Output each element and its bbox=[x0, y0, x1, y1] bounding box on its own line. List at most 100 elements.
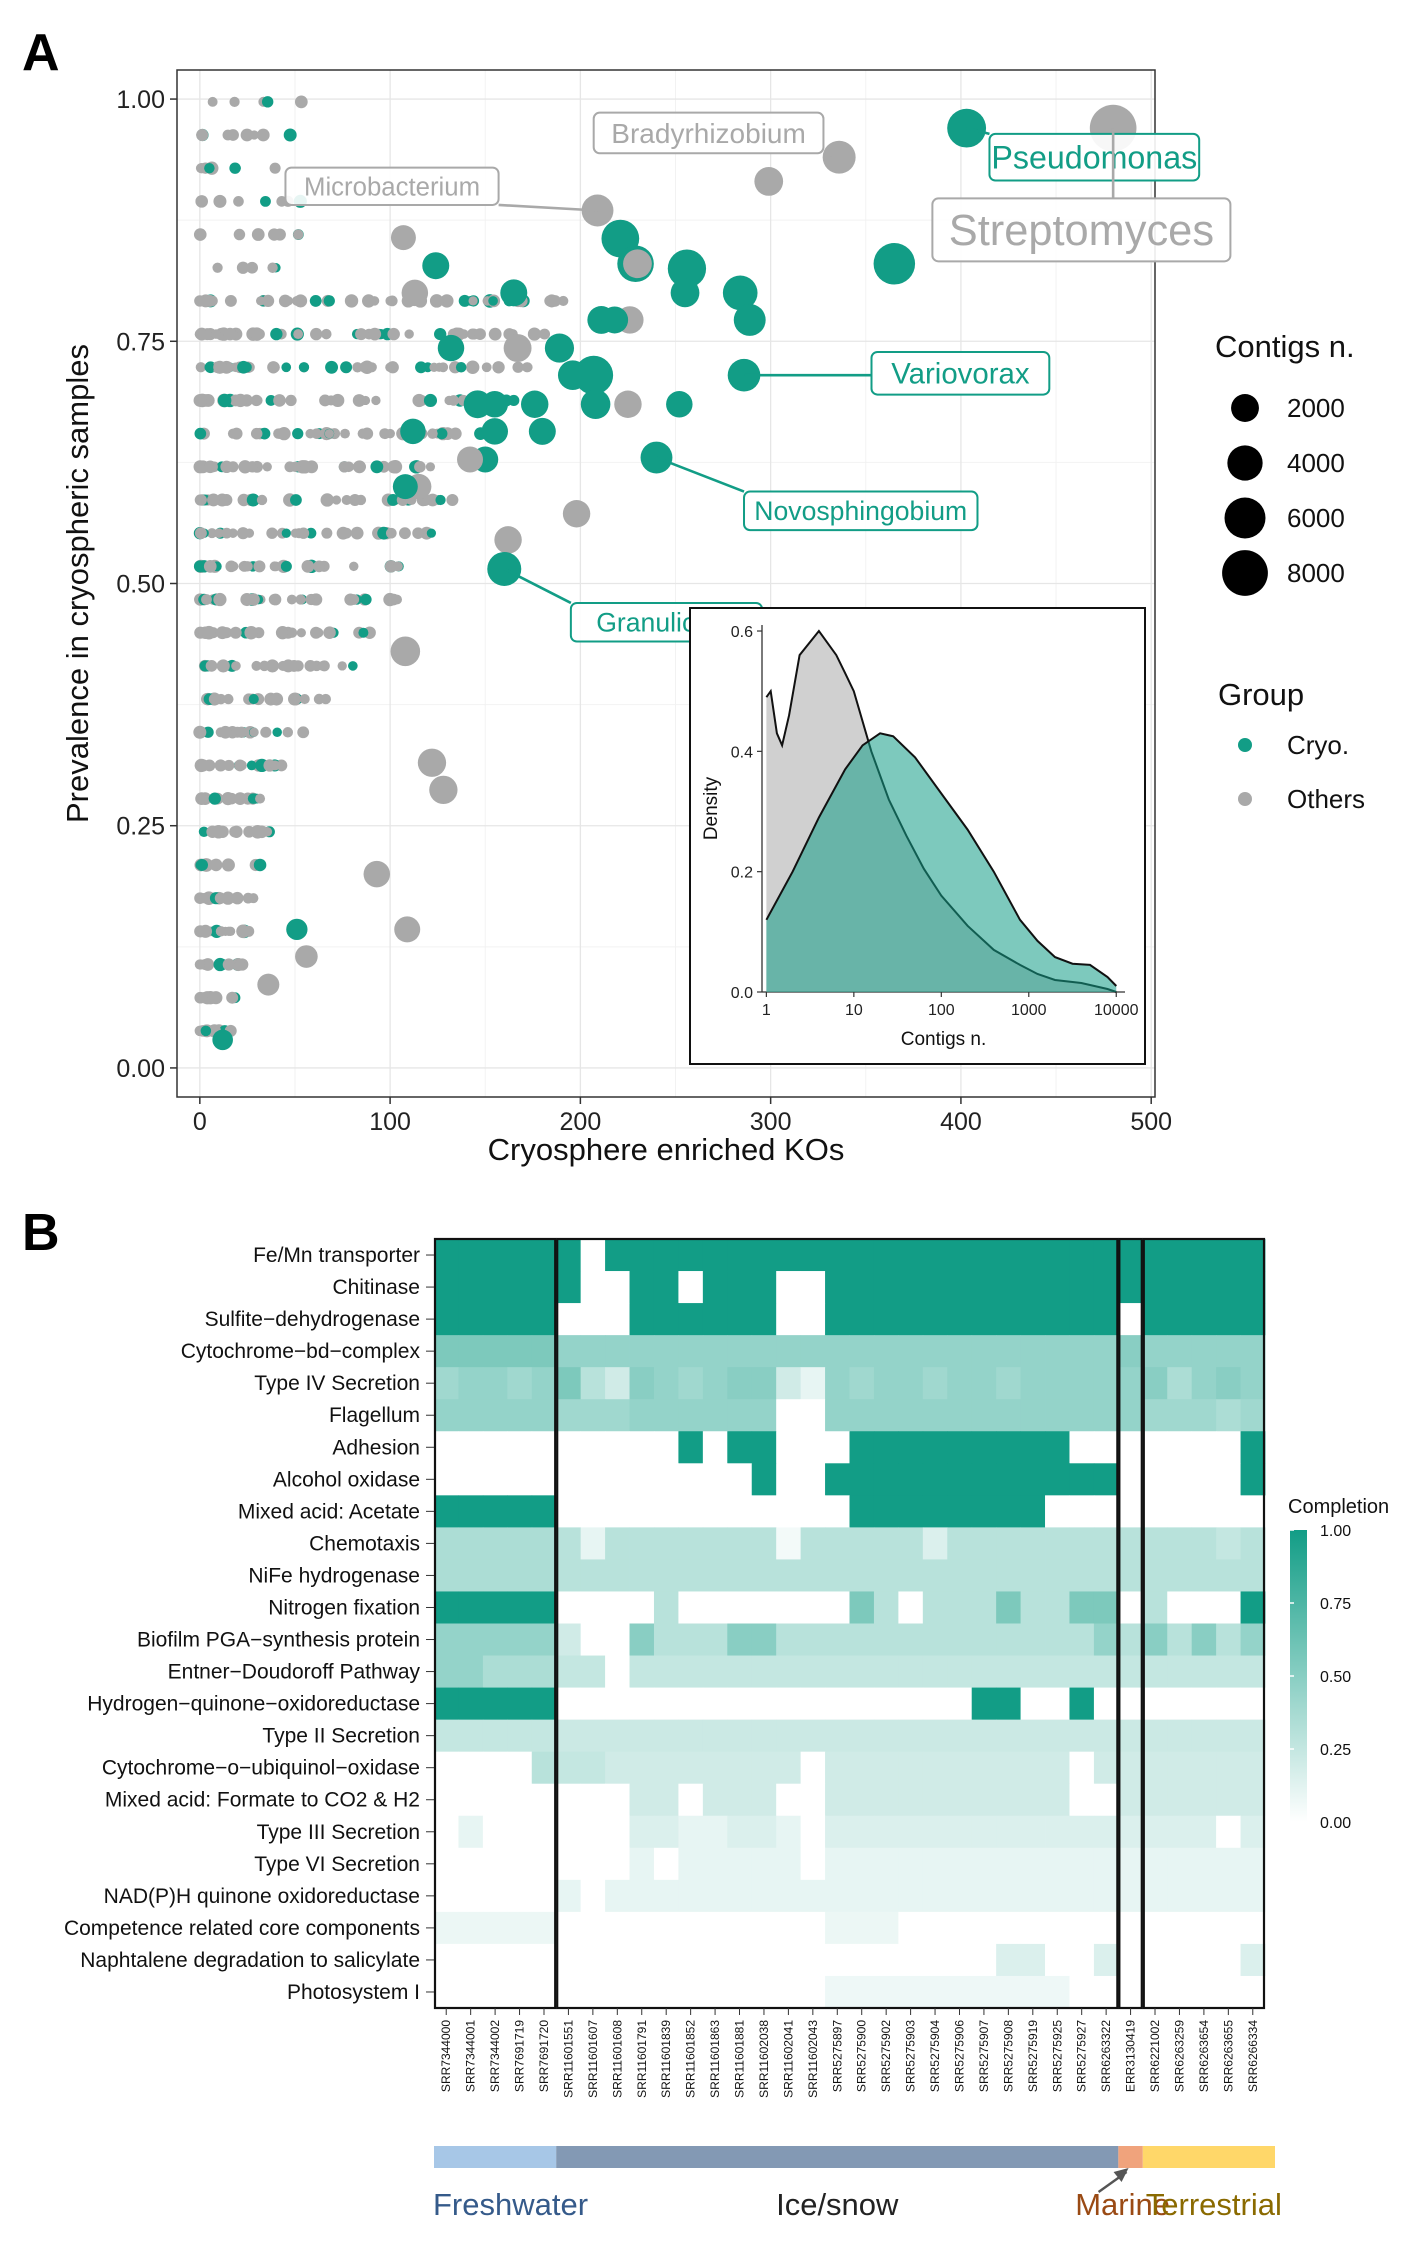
data-point bbox=[310, 327, 323, 341]
heatmap-cell bbox=[825, 1495, 850, 1528]
heatmap-cell bbox=[1240, 1303, 1266, 1336]
heatmap-cell bbox=[1167, 1399, 1193, 1432]
heatmap-cell bbox=[678, 1943, 704, 1977]
cryo-density-area bbox=[766, 733, 1117, 992]
point-label: Pseudomonas bbox=[991, 139, 1197, 175]
data-point bbox=[233, 393, 248, 408]
data-point bbox=[317, 661, 328, 671]
heatmap-cell bbox=[629, 1847, 655, 1881]
heatmap-cell bbox=[605, 1399, 630, 1432]
data-point bbox=[214, 892, 227, 904]
data-point bbox=[401, 279, 429, 307]
heatmap-cell bbox=[580, 1751, 606, 1785]
heatmap-cell bbox=[1045, 1431, 1070, 1464]
marine-arrow-head bbox=[1113, 2168, 1129, 2182]
heatmap-cell bbox=[1167, 1431, 1193, 1464]
heatmap-cell bbox=[580, 1783, 606, 1817]
data-point bbox=[393, 561, 403, 572]
heatmap-cell bbox=[605, 1655, 630, 1688]
data-point bbox=[667, 249, 707, 288]
data-point bbox=[273, 394, 286, 407]
heatmap-cell bbox=[922, 1879, 948, 1913]
heatmap-cell bbox=[1216, 1719, 1241, 1753]
data-point bbox=[426, 493, 440, 507]
heatmap-cell bbox=[1069, 1463, 1095, 1496]
heatmap-cell bbox=[531, 1431, 557, 1464]
data-point bbox=[549, 295, 561, 307]
heatmap-cell bbox=[727, 1463, 753, 1496]
heatmap-cell bbox=[1240, 1463, 1266, 1496]
heatmap-cell bbox=[1191, 1559, 1217, 1592]
group-bar-segment bbox=[556, 2146, 1119, 2168]
heatmap-cell bbox=[800, 1975, 826, 2009]
data-point bbox=[305, 594, 315, 605]
heatmap-cell bbox=[776, 1591, 802, 1624]
heatmap-cell bbox=[800, 1847, 826, 1881]
heatmap-cell bbox=[556, 1303, 582, 1336]
data-point bbox=[213, 957, 227, 972]
heatmap-cell bbox=[971, 1239, 997, 1272]
heatmap-cell bbox=[898, 1943, 924, 1977]
heatmap-cell bbox=[434, 1623, 459, 1656]
data-point bbox=[324, 428, 334, 439]
data-point bbox=[262, 462, 272, 472]
heatmap-cell bbox=[678, 1719, 704, 1753]
data-point bbox=[290, 494, 302, 506]
heatmap-cell bbox=[1045, 1463, 1070, 1496]
data-point bbox=[323, 295, 335, 307]
heatmap-cell bbox=[825, 1687, 850, 1721]
data-point bbox=[399, 527, 411, 540]
heatmap-cell bbox=[776, 1271, 802, 1304]
heatmap-cell bbox=[1240, 1335, 1266, 1368]
data-point bbox=[386, 361, 399, 374]
data-point bbox=[244, 625, 258, 640]
col-label: SRR6263259 bbox=[1172, 2020, 1186, 2092]
data-point bbox=[299, 694, 310, 705]
heatmap-cell bbox=[1216, 1239, 1241, 1272]
heatmap-cell bbox=[947, 1239, 973, 1272]
data-point bbox=[285, 394, 297, 407]
heatmap-cell bbox=[922, 1943, 948, 1977]
heatmap-cell bbox=[1045, 1943, 1070, 1977]
row-label: NAD(P)H quinone oxidoreductase bbox=[104, 1885, 420, 1908]
heatmap-cell bbox=[605, 1559, 630, 1592]
data-point bbox=[207, 96, 218, 107]
data-point bbox=[416, 394, 428, 406]
heatmap-cell bbox=[1069, 1431, 1095, 1464]
heatmap-cell bbox=[776, 1655, 802, 1688]
heatmap-cell bbox=[776, 1815, 802, 1849]
heatmap-cell bbox=[727, 1239, 753, 1272]
heatmap-cell bbox=[825, 1911, 850, 1945]
data-point bbox=[434, 362, 444, 372]
size-legend-label: 4000 bbox=[1287, 448, 1345, 478]
heatmap-cell bbox=[825, 1655, 850, 1688]
heatmap-cell bbox=[702, 1367, 728, 1400]
data-point bbox=[286, 627, 298, 638]
heatmap-cell bbox=[1069, 1975, 1095, 2009]
heatmap-cell bbox=[629, 1911, 655, 1945]
heatmap-cell bbox=[800, 1527, 826, 1560]
heatmap-cell bbox=[531, 1655, 557, 1688]
heatmap-cell bbox=[702, 1463, 728, 1496]
heatmap-cell bbox=[751, 1655, 777, 1688]
heatmap-cell bbox=[702, 1751, 728, 1785]
row-label: Competence related core components bbox=[64, 1917, 420, 1940]
heatmap-cell bbox=[1191, 1847, 1217, 1881]
data-point bbox=[280, 560, 292, 572]
group-label: Terrestrial bbox=[1146, 2187, 1282, 2222]
heatmap-cell bbox=[629, 1623, 655, 1656]
col-label: SRR11601791 bbox=[635, 2020, 649, 2098]
data-point bbox=[198, 924, 213, 938]
heatmap-cell bbox=[653, 1847, 679, 1881]
data-point bbox=[269, 162, 281, 174]
data-point bbox=[435, 494, 446, 506]
heatmap-cell bbox=[898, 1271, 924, 1304]
heatmap-cell bbox=[531, 1495, 557, 1528]
heatmap-cell bbox=[776, 1367, 802, 1400]
data-point bbox=[281, 362, 292, 373]
heatmap-cell bbox=[482, 1399, 508, 1432]
heatmap-cell bbox=[531, 1975, 557, 2009]
heatmap-cell bbox=[849, 1687, 875, 1721]
size-legend-key bbox=[1222, 550, 1268, 596]
heatmap-cell bbox=[898, 1975, 924, 2009]
